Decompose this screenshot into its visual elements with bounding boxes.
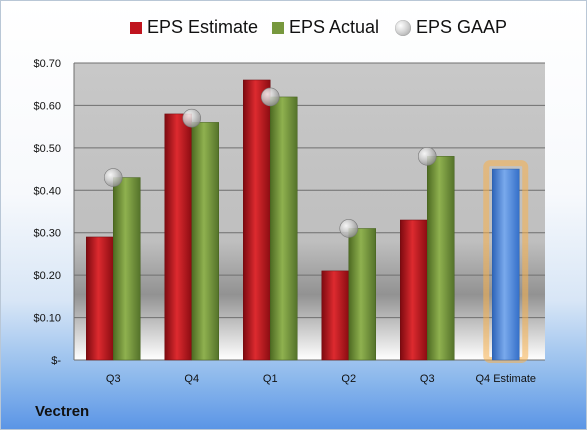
y-tick-label: $- bbox=[51, 355, 61, 367]
legend-label-gaap: EPS GAAP bbox=[416, 17, 508, 37]
y-tick-label: $0.30 bbox=[33, 228, 61, 240]
x-tick-label: Q3 bbox=[420, 373, 435, 385]
bar-eps-estimate bbox=[400, 219, 428, 361]
y-tick-label: $0.60 bbox=[33, 100, 61, 112]
x-tick-label: Q1 bbox=[263, 373, 278, 385]
legend-swatch-gaap bbox=[395, 19, 411, 36]
x-tick-label: Q4 Estimate bbox=[475, 373, 536, 385]
plot-area bbox=[74, 63, 545, 360]
y-tick-label: $0.50 bbox=[33, 143, 61, 155]
point-eps-gaap bbox=[260, 87, 280, 107]
bar-eps-estimate bbox=[86, 236, 114, 361]
legend-item-eps-estimate: EPS Estimate bbox=[130, 17, 258, 38]
y-tick-label: $0.20 bbox=[33, 270, 61, 282]
point-eps-gaap bbox=[103, 168, 123, 187]
company-name: Vectren bbox=[35, 403, 90, 420]
point-eps-gaap bbox=[339, 219, 359, 238]
y-tick-label: $0.10 bbox=[33, 313, 61, 325]
chart-legend: EPS Estimate EPS Actual EPS GAAP bbox=[1, 17, 586, 43]
legend-label-actual: EPS Actual bbox=[289, 17, 380, 37]
y-tick-label: $0.40 bbox=[33, 185, 61, 197]
legend-item-eps-gaap: EPS GAAP bbox=[395, 17, 507, 38]
bar-eps-actual bbox=[270, 96, 298, 361]
bar-eps-actual bbox=[427, 156, 455, 361]
bar-eps-actual bbox=[348, 228, 376, 361]
legend-label-estimate: EPS Estimate bbox=[147, 17, 259, 37]
legend-swatch-actual bbox=[272, 21, 284, 34]
bar-eps-estimate bbox=[243, 79, 271, 361]
bar-eps-estimate bbox=[164, 113, 192, 361]
x-tick-label: Q4 bbox=[184, 373, 199, 385]
point-eps-gaap bbox=[417, 147, 437, 166]
legend-swatch-estimate bbox=[130, 21, 142, 34]
point-eps-gaap bbox=[182, 108, 202, 128]
bar-eps-actual bbox=[191, 122, 219, 361]
bar-eps-actual bbox=[113, 177, 141, 361]
x-tick-label: Q3 bbox=[106, 373, 121, 385]
bar-eps-estimate bbox=[321, 270, 349, 361]
x-tick-label: Q2 bbox=[341, 373, 356, 385]
y-tick-label: $0.70 bbox=[33, 58, 61, 70]
legend-item-eps-actual: EPS Actual bbox=[272, 17, 379, 38]
bar-q4-estimate bbox=[492, 168, 520, 361]
